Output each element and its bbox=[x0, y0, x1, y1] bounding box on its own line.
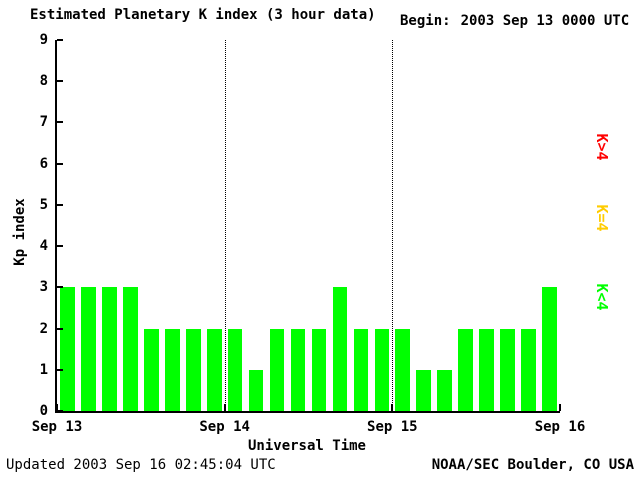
kp-bar bbox=[542, 287, 557, 411]
x-tick-mark bbox=[223, 404, 226, 411]
kp-bar bbox=[60, 287, 75, 411]
y-tick-mark bbox=[57, 162, 63, 165]
legend-item-k-lt-4: K<4 bbox=[593, 283, 611, 311]
kp-bar bbox=[164, 328, 180, 411]
day-separator bbox=[224, 40, 226, 411]
legend-item-k-eq-4: K=4 bbox=[593, 204, 611, 232]
y-tick-mark bbox=[57, 39, 63, 41]
y-tick-label: 9 bbox=[39, 32, 48, 48]
y-tick-label: 4 bbox=[39, 238, 48, 255]
y-tick-label: 3 bbox=[39, 279, 48, 296]
kp-bar bbox=[395, 328, 411, 411]
x-tick-mark bbox=[559, 404, 561, 411]
y-tick-label: 0 bbox=[39, 403, 48, 419]
x-tick-label: Sep 13 bbox=[31, 419, 83, 435]
kp-bar bbox=[458, 328, 473, 411]
kp-bar bbox=[206, 328, 222, 411]
begin-label: Begin: bbox=[400, 13, 451, 29]
y-tick-mark bbox=[57, 245, 63, 248]
y-tick-mark bbox=[57, 368, 63, 371]
updated-timestamp: Updated 2003 Sep 16 02:45:04 UTC bbox=[6, 457, 276, 473]
y-tick-label: 5 bbox=[39, 196, 48, 213]
y-tick-mark bbox=[57, 203, 63, 206]
begin-timestamp: Begin: 2003 Sep 13 0000 UTC bbox=[400, 13, 629, 29]
kp-bar bbox=[81, 287, 96, 411]
legend-item-k-gt-4: K>4 bbox=[593, 133, 611, 161]
kp-bar bbox=[332, 287, 348, 411]
x-tick-mark bbox=[391, 404, 394, 411]
kp-bar bbox=[437, 369, 453, 411]
org-credit: NOAA/SEC Boulder, CO USA bbox=[431, 457, 634, 473]
x-tick-label: Sep 16 bbox=[534, 419, 586, 435]
plot-area bbox=[55, 40, 560, 413]
y-tick-label: 6 bbox=[39, 155, 48, 172]
kp-bar bbox=[123, 287, 138, 411]
begin-value: 2003 Sep 13 0000 UTC bbox=[460, 13, 630, 29]
y-tick-mark bbox=[57, 121, 63, 124]
y-tick-label: 7 bbox=[39, 114, 48, 131]
y-tick-label: 1 bbox=[39, 361, 48, 378]
page-title: Estimated Planetary K index (3 hour data… bbox=[30, 7, 376, 23]
kp-bar bbox=[227, 328, 243, 411]
y-tick-mark bbox=[57, 286, 63, 289]
kp-bar bbox=[416, 369, 432, 411]
kp-bar bbox=[290, 328, 306, 411]
kp-bar bbox=[248, 369, 264, 411]
x-tick-mark bbox=[56, 404, 58, 411]
y-tick-mark bbox=[57, 80, 63, 83]
x-tick-label: Sep 14 bbox=[199, 419, 250, 435]
kp-bar bbox=[143, 328, 159, 411]
kp-bar bbox=[521, 328, 536, 411]
kp-bar bbox=[185, 328, 201, 411]
y-tick-label: 2 bbox=[39, 320, 48, 337]
kp-bar bbox=[353, 328, 369, 411]
y-tick-mark bbox=[57, 410, 63, 412]
kp-bar bbox=[500, 328, 515, 411]
kp-bar bbox=[102, 287, 117, 411]
y-tick-label: 8 bbox=[39, 73, 48, 90]
x-axis-title: Universal Time bbox=[247, 438, 366, 454]
kp-bar bbox=[269, 328, 285, 411]
x-tick-label: Sep 15 bbox=[367, 419, 418, 435]
kp-bar bbox=[374, 328, 390, 411]
kp-bar bbox=[311, 328, 327, 411]
kp-bar bbox=[479, 328, 494, 411]
y-tick-mark bbox=[57, 327, 63, 330]
day-separator bbox=[392, 40, 394, 411]
